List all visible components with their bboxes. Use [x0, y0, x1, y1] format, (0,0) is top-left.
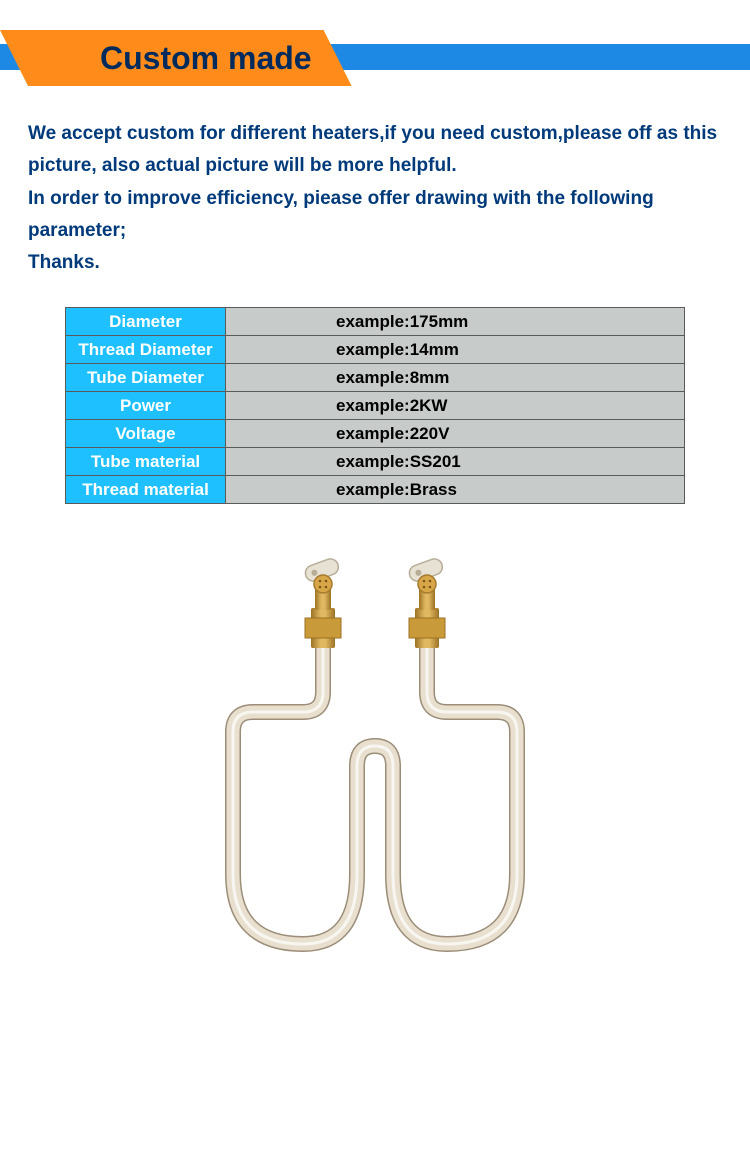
table-row: Power example:2KW	[66, 392, 685, 420]
table-value: example:2KW	[226, 392, 685, 420]
table-value: example:14mm	[226, 336, 685, 364]
table-row: Diameter example:175mm	[66, 308, 685, 336]
page-title: Custom made	[100, 40, 312, 77]
table-value: example:175mm	[226, 308, 685, 336]
intro-text-content: We accept custom for different heaters,i…	[28, 123, 717, 273]
right-fitting	[407, 557, 445, 648]
tube-highlight	[233, 644, 517, 944]
table-row: Thread Diameter example:14mm	[66, 336, 685, 364]
table-row: Voltage example:220V	[66, 420, 685, 448]
table-label: Thread Diameter	[66, 336, 226, 364]
table-label: Voltage	[66, 420, 226, 448]
table-row: Tube Diameter example:8mm	[66, 364, 685, 392]
product-diagram-container	[0, 544, 750, 1024]
table-label: Tube material	[66, 448, 226, 476]
table-value: example:220V	[226, 420, 685, 448]
table-label: Tube Diameter	[66, 364, 226, 392]
table-row: Tube material example:SS201	[66, 448, 685, 476]
left-fitting	[303, 557, 341, 648]
tube-outline	[233, 644, 517, 944]
table-value: example:SS201	[226, 448, 685, 476]
table-label: Thread material	[66, 476, 226, 504]
table-label: Power	[66, 392, 226, 420]
spec-table: Diameter example:175mm Thread Diameter e…	[65, 307, 685, 504]
table-label: Diameter	[66, 308, 226, 336]
header-banner: Custom made	[0, 20, 750, 100]
table-value: example:8mm	[226, 364, 685, 392]
heater-diagram	[215, 544, 535, 1024]
tube-body	[233, 644, 517, 944]
table-value: example:Brass	[226, 476, 685, 504]
title-tab: Custom made	[0, 30, 352, 86]
table-row: Thread material example:Brass	[66, 476, 685, 504]
intro-text: We accept custom for different heaters,i…	[0, 100, 750, 289]
